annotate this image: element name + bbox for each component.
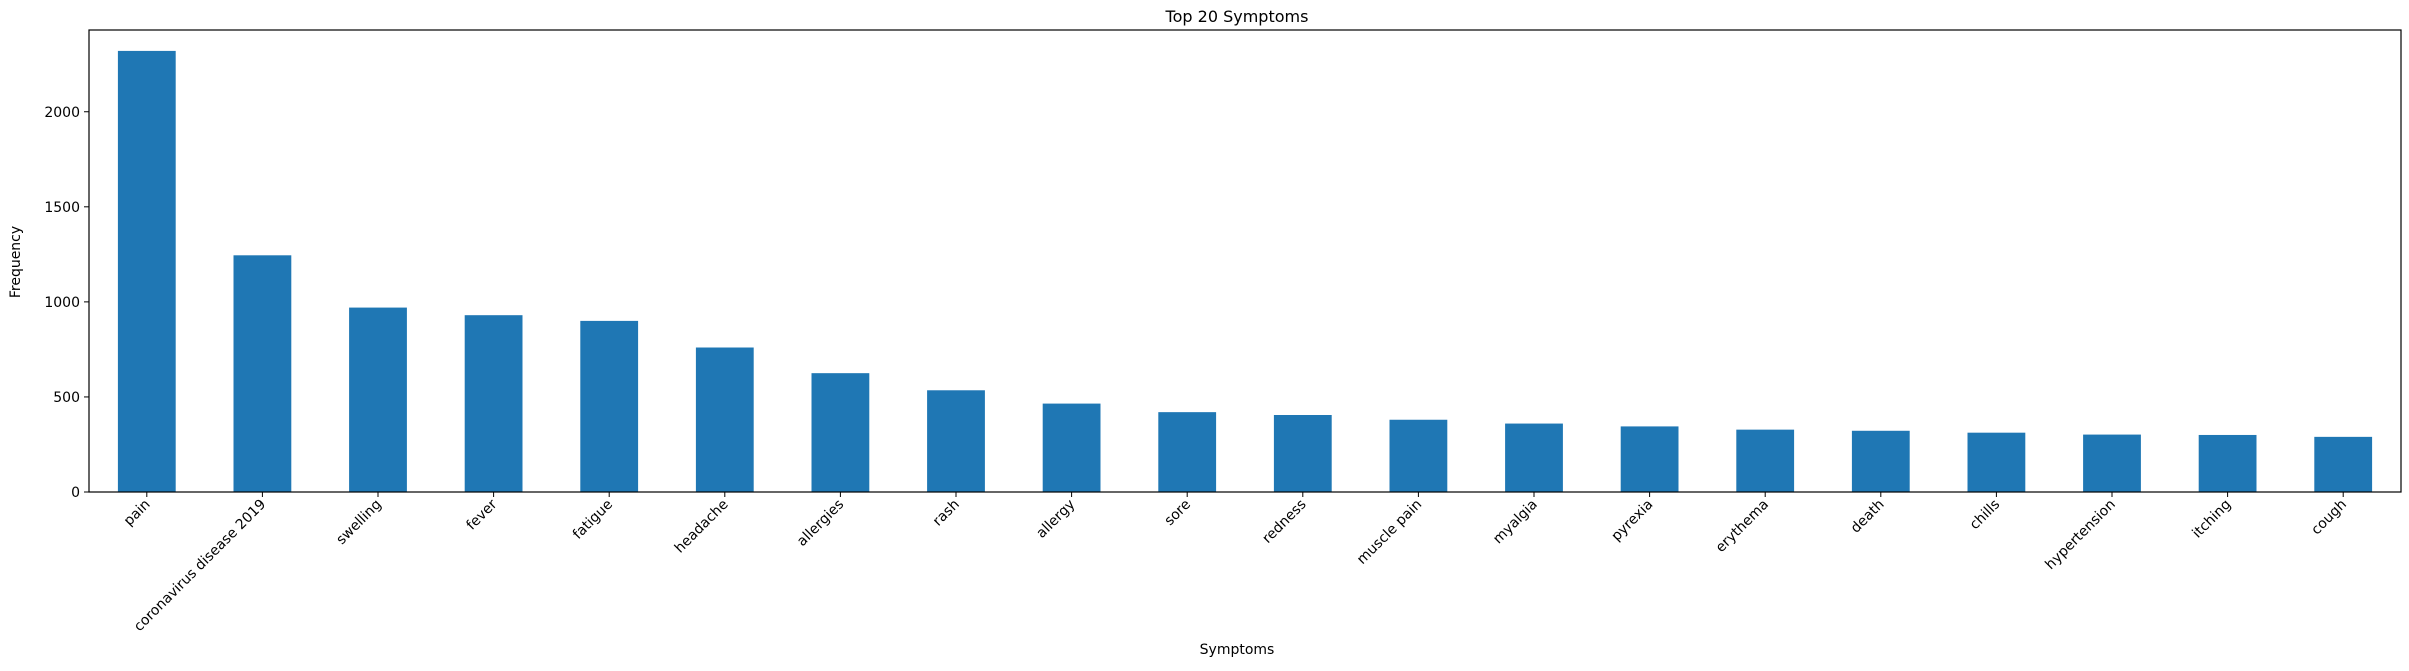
x-tick-label: headache: [672, 497, 732, 557]
bar-sore: [1158, 412, 1217, 492]
bar-headache: [695, 347, 754, 492]
bar-myalgia: [1505, 423, 1563, 492]
bar-hypertension: [2083, 434, 2141, 492]
y-tick-label: 0: [71, 485, 80, 501]
y-axis-label: Frequency: [8, 226, 24, 298]
x-tick-label: myalgia: [1490, 497, 1541, 548]
x-tick-label: pain: [121, 497, 154, 530]
x-tick-label: death: [1848, 497, 1888, 537]
x-tick-label: allergies: [794, 497, 847, 550]
x-tick-label: fatigue: [570, 497, 616, 543]
bar-pain: [117, 50, 176, 492]
x-tick-label: allergy: [1033, 497, 1078, 542]
chart-title: Top 20 Symptoms: [1165, 7, 1309, 26]
bar-swelling: [349, 307, 407, 492]
bar-allergy: [1042, 403, 1101, 492]
plot-frame: [88, 29, 2402, 493]
bar-fatigue: [580, 320, 639, 492]
x-tick-label: itching: [2189, 497, 2234, 542]
x-tick-label: cough: [2308, 497, 2350, 539]
y-tick-label: 500: [53, 390, 80, 406]
x-tick-label: coronavirus disease 2019: [131, 497, 269, 635]
x-tick-label: hypertension: [2042, 497, 2118, 573]
bar-allergies: [811, 373, 870, 492]
x-tick-label: sore: [1162, 497, 1194, 529]
bar-itching: [2198, 434, 2257, 492]
x-tick-label: rash: [930, 497, 963, 530]
bar-redness: [1273, 415, 1332, 492]
bar-pyrexia: [1620, 426, 1679, 492]
bar-rash: [927, 390, 985, 492]
x-axis-label: Symptoms: [1200, 642, 1275, 658]
bar-cough: [2314, 436, 2373, 492]
y-axis-ticks: 0 500 1000 1500 2000: [44, 105, 89, 501]
x-tick-label: muscle pain: [1354, 497, 1425, 568]
x-tick-label: swelling: [333, 497, 384, 548]
x-tick-label: pyrexia: [1609, 497, 1657, 545]
x-tick-label: redness: [1259, 497, 1309, 547]
x-tick-label: erythema: [1713, 497, 1772, 556]
bar-muscle-pain: [1389, 419, 1448, 492]
bar-death: [1851, 430, 1910, 492]
bar-chills: [1967, 432, 2026, 492]
y-tick-label: 2000: [44, 105, 80, 121]
y-tick-label: 1000: [44, 295, 80, 311]
bar-erythema: [1736, 429, 1795, 492]
bar-coronavirus-disease-2019: [233, 255, 292, 492]
bar-fever: [464, 315, 523, 492]
y-tick-label: 1500: [44, 200, 80, 216]
x-tick-label: fever: [464, 496, 501, 533]
bars: [117, 50, 2373, 492]
x-tick-label: chills: [1967, 497, 2003, 533]
